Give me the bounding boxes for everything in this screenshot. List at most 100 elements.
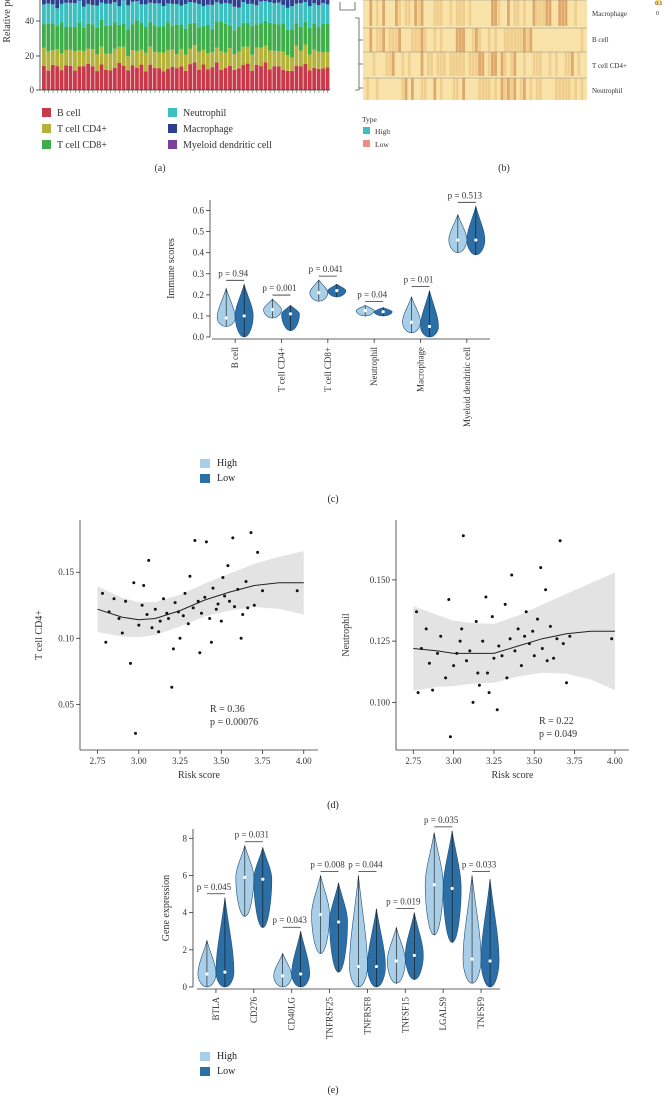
stacked-bar-segment: [130, 1, 135, 25]
heatmap-cell: [503, 78, 507, 100]
x-tick-label: 3.00: [446, 756, 462, 766]
stacked-bar-segment: [321, 2, 325, 24]
stacked-bar-segment: [117, 46, 122, 63]
stacked-bar-segment: [161, 52, 166, 72]
heatmap-cell: [423, 28, 427, 52]
stacked-bar-segment: [201, 49, 206, 65]
stacked-bar-segment: [272, 0, 277, 4]
stacked-bar-segment: [108, 53, 113, 71]
stacked-bar-segment: [325, 23, 330, 52]
scatter-point: [188, 574, 192, 578]
stacked-bar-segment: [250, 26, 255, 55]
heatmap-cell: [519, 78, 523, 100]
heatmap-cell: [567, 28, 571, 52]
stacked-bar-segment: [55, 0, 60, 9]
heatmap-cell: [446, 78, 449, 100]
stacked-bar-segment: [174, 54, 179, 69]
stacked-bar-segment: [241, 46, 246, 65]
scatter-point: [565, 681, 568, 685]
x-tick-label: TNFSF15: [400, 997, 410, 1034]
stacked-bar-segment: [64, 50, 68, 66]
stacked-bar-segment: [121, 65, 126, 90]
x-tick-label: TNFSF9: [476, 997, 486, 1029]
heatmap-cell: [513, 28, 517, 52]
heatmap-cell: [443, 0, 446, 26]
stacked-bar-segment: [290, 29, 294, 58]
heatmap-cell: [388, 78, 392, 100]
heatmap-cell: [379, 78, 382, 100]
stacked-bar-segment: [245, 3, 250, 23]
stacked-bar-segment: [95, 54, 99, 72]
panel-a-ylabel: Relative pe: [2, 0, 13, 43]
stacked-bar-segment: [117, 0, 122, 7]
stacked-bar-segment: [99, 46, 104, 65]
heatmap-cell: [484, 0, 488, 26]
stacked-bar-segment: [321, 0, 325, 3]
heatmap-cell: [535, 78, 539, 100]
x-tick-label: Neutrophil: [369, 347, 379, 386]
stacked-bar-segment: [232, 0, 237, 7]
scatter-point: [545, 659, 549, 663]
stacked-bar-segment: [236, 7, 241, 27]
stacked-bar-segment: [303, 44, 308, 64]
stacked-bar-segment: [152, 3, 157, 26]
heatmap-cell: [363, 28, 366, 52]
heatmap-cell: [532, 52, 536, 76]
regression-line: [97, 582, 304, 621]
heatmap-cell: [455, 78, 459, 100]
stacked-bar-segment: [55, 66, 60, 90]
scatter-point: [448, 735, 452, 739]
heatmap-cell: [372, 0, 376, 26]
stacked-bar-segment: [135, 1, 139, 21]
stacked-bar-segment: [143, 0, 148, 5]
heatmap-row-labels: Macrophage B cell T cell CD4+ Neutrophil: [592, 10, 627, 95]
stacked-bar-segment: [99, 64, 104, 90]
stacked-bar-segment: [179, 24, 184, 49]
pvalue-label: p = 0.94: [218, 268, 248, 278]
panel-b-label: (b): [498, 163, 510, 174]
heatmap-cell: [555, 52, 558, 76]
heatmap-cell: [500, 78, 504, 100]
svg-text:0: 0: [656, 11, 659, 17]
heatmap-cell: [532, 28, 536, 52]
stacked-bar-segment: [112, 67, 117, 90]
heatmap-cell: [433, 28, 437, 52]
stacked-bar-segment: [210, 28, 215, 53]
heatmap-cell: [564, 78, 568, 100]
heatmap-cell: [532, 78, 536, 100]
stacked-bar-segment: [50, 23, 55, 51]
scatter-point: [497, 644, 501, 648]
heatmap-cell: [391, 0, 395, 26]
stacked-bar-segment: [303, 63, 308, 90]
stacked-bar-segment: [77, 66, 82, 90]
stacked-bar-segment: [121, 23, 126, 47]
x-tick-label: 3.50: [213, 756, 229, 766]
stacked-bar-segment: [126, 0, 131, 6]
stacked-bar-segment: [188, 2, 193, 24]
heatmap-cell: [375, 0, 379, 26]
legend-high-swatch: [200, 1052, 210, 1061]
stacked-bar-segment: [183, 70, 188, 90]
stacked-bar-segment: [108, 25, 113, 54]
heatmap-cell: [542, 0, 545, 26]
stacked-bar-segment: [290, 0, 294, 6]
x-tick-label: 2.75: [405, 756, 421, 766]
stacked-bar-segment: [228, 3, 232, 26]
stacked-bar-segment: [285, 0, 290, 8]
stacked-bar-segment: [126, 5, 131, 30]
p-value-label: p = 0.00076: [210, 717, 258, 728]
stacked-bar-segment: [294, 65, 299, 90]
heatmap-cell: [452, 78, 456, 100]
scatter-point: [228, 599, 231, 603]
scatter-point: [171, 647, 175, 651]
stacked-bar-segment: [325, 0, 330, 5]
stacked-bar-segment: [174, 4, 179, 25]
stacked-bar-segment: [135, 20, 139, 52]
heatmap-cell: [558, 52, 561, 76]
violin-median-point: [270, 308, 275, 312]
stacked-bar-segment: [183, 3, 188, 29]
scatter-point: [458, 639, 462, 643]
legend-low-swatch: [200, 474, 210, 483]
stacked-bar-segment: [112, 22, 117, 49]
stacked-bar-segment: [86, 63, 91, 90]
